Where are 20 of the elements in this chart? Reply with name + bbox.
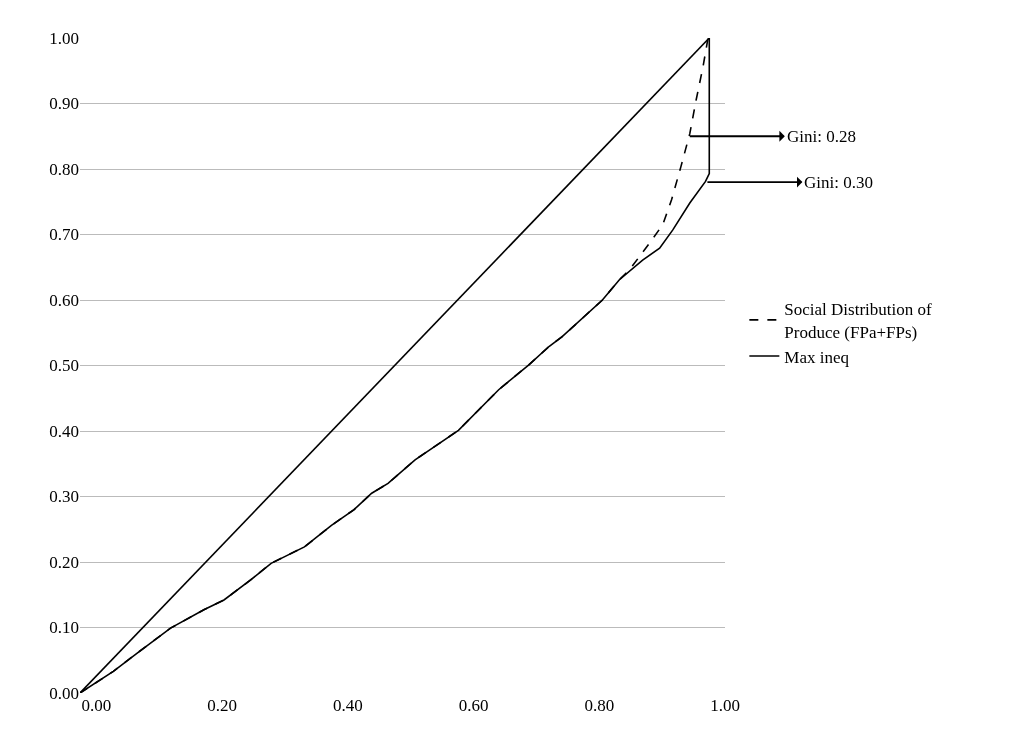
legend-label: Social Distribution of Produce (FPa+FPs)	[784, 300, 933, 342]
x-tick-label: 0.20	[207, 696, 237, 715]
annotation: Gini: 0.30	[804, 173, 873, 192]
legend-label: Max ineq	[784, 347, 850, 367]
y-tick-label: 0.90	[49, 94, 79, 114]
y-tick-label: 0.30	[49, 487, 79, 507]
y-tick-label: 0.50	[49, 356, 79, 376]
x-tick-label: 0.60	[458, 696, 489, 715]
x-tick-label: 0.40	[332, 696, 363, 715]
y-tick-label: 0.20	[49, 552, 79, 572]
x-tick-label: 0.80	[584, 696, 615, 715]
x-tick-label: 1.00	[710, 696, 740, 715]
y-tick-label: 0.40	[49, 421, 79, 441]
y-tick-label: 0.70	[49, 225, 79, 245]
y-tick-label: 0.10	[49, 618, 79, 638]
y-tick-label: 1.00	[49, 28, 79, 48]
y-tick-label: 0.80	[49, 159, 79, 179]
annotation: Gini: 0.28	[787, 127, 856, 146]
y-tick-label: 0.60	[49, 290, 79, 310]
x-tick-label: 0.00	[81, 696, 112, 715]
